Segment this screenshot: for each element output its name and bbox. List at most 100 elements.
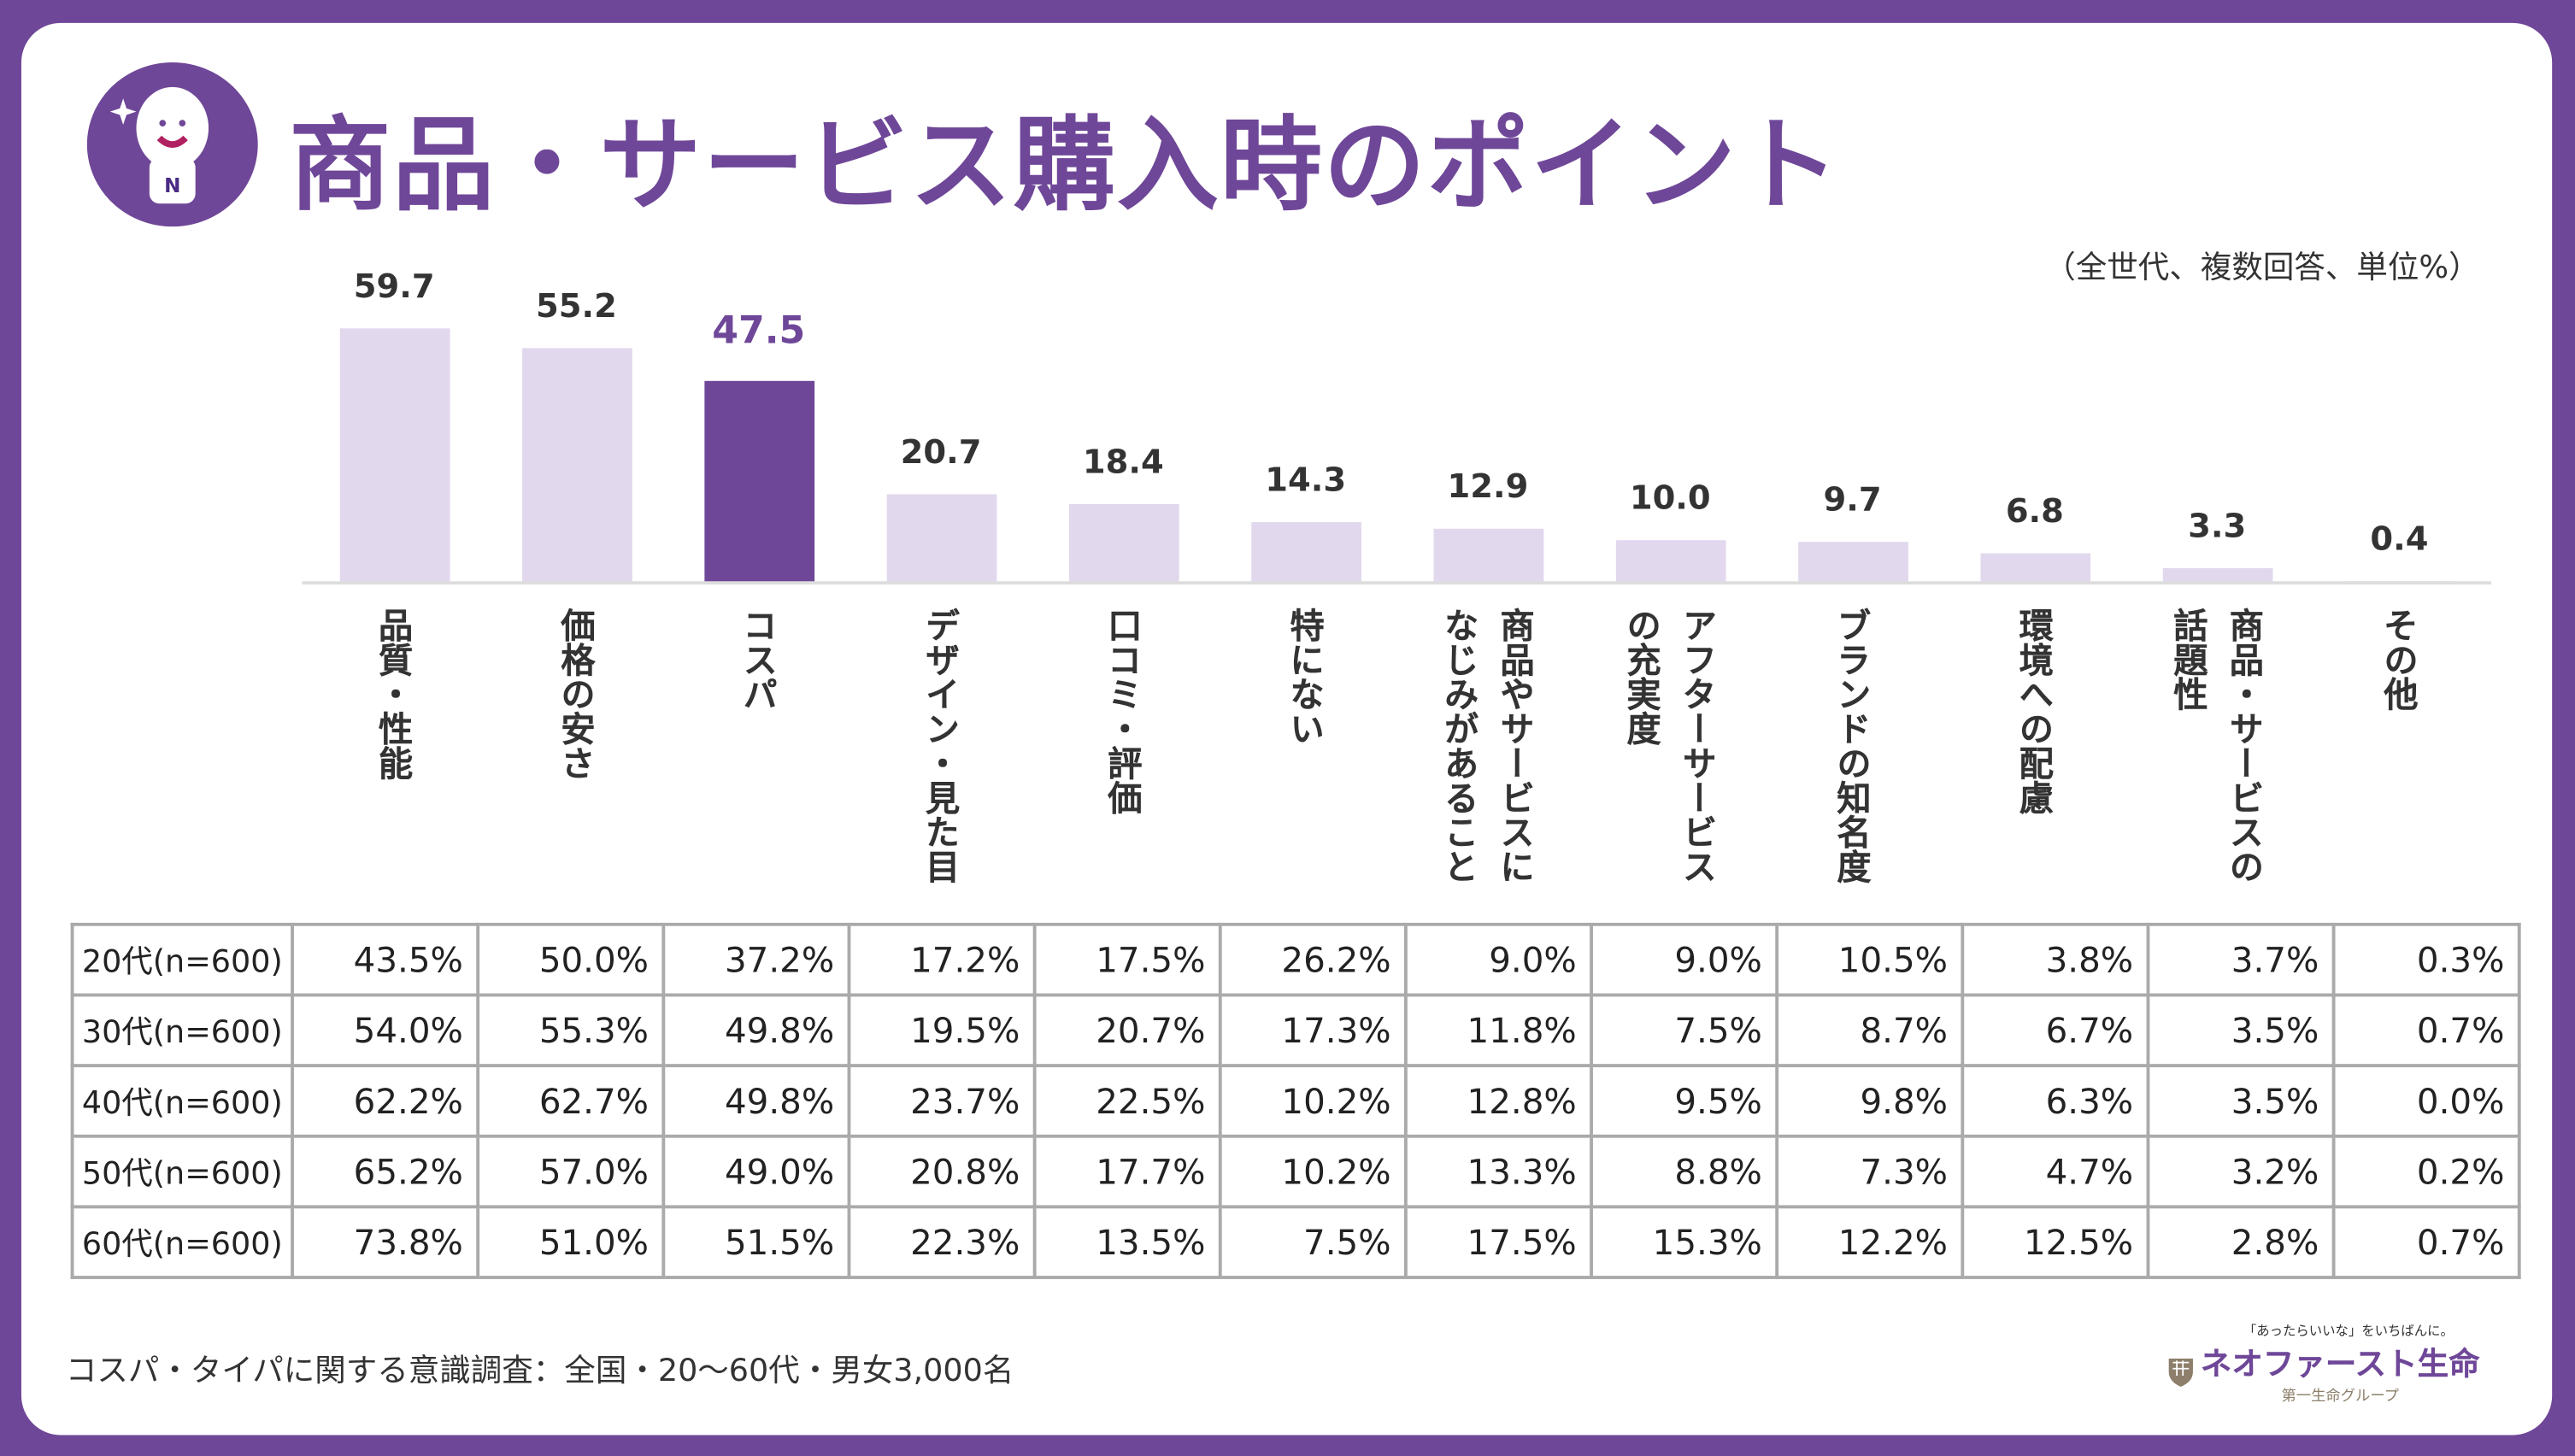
category-label: その他 <box>2308 608 2490 903</box>
category-text: 商品・サービスの 話題性 <box>2169 607 2265 884</box>
table-cell: 7.5% <box>1218 1205 1408 1279</box>
table-row: 40代(n=600) 62.2% 62.7% 49.8% 23.7% 22.5% 10.2%… <box>70 1064 2521 1138</box>
bar <box>1250 521 1361 584</box>
table-cell: 6.3% <box>1961 1064 2150 1138</box>
table-row: 60代(n=600) 73.8% 51.0% 51.5% 22.3% 13.5% 7.5% 1… <box>70 1205 2521 1279</box>
table-cell: 7.3% <box>1775 1134 1965 1209</box>
table-cell: 19.5% <box>847 993 1037 1068</box>
table-cell: 17.2% <box>847 922 1037 997</box>
category-text: デザイン・見た目 <box>921 607 961 884</box>
bar <box>1979 554 2090 584</box>
category-text: ブランドの知名度 <box>1832 607 1872 884</box>
table-cell: 0.3% <box>2331 922 2521 997</box>
table-cell: 0.0% <box>2331 1064 2521 1138</box>
table-cell: 15.3% <box>1590 1205 1779 1279</box>
value-label: 14.3 <box>1265 459 1347 499</box>
category-text: アフターサービス の充実度 <box>1622 607 1718 884</box>
bar <box>1432 527 1543 584</box>
category-label: 特にない <box>1214 608 1396 903</box>
category-text: 品質・性能 <box>374 607 414 780</box>
brand-group: 第一生命グループ <box>2281 1388 2399 1406</box>
category-text: コスパ <box>738 607 779 712</box>
table-cell: 0.7% <box>2331 993 2521 1068</box>
table-cell: 9.5% <box>1590 1064 1779 1138</box>
table-cell: 9.0% <box>1403 922 1593 997</box>
page-title: 商品・サービス購入時のポイント <box>289 104 1842 226</box>
table-cell: 43.5% <box>291 922 480 997</box>
value-label: 10.0 <box>1629 478 1711 518</box>
table-cell: 17.5% <box>1403 1205 1593 1279</box>
table-cell: 51.0% <box>476 1205 666 1279</box>
bar <box>2161 568 2272 584</box>
category-text: 口コミ・評価 <box>1103 607 1143 815</box>
category-label: コスパ <box>667 608 850 903</box>
category-text: 環境への配慮 <box>2014 607 2055 815</box>
row-header: 40代(n=600) <box>70 1064 294 1138</box>
value-label: 6.8 <box>2005 491 2064 531</box>
table-cell: 20.8% <box>847 1134 1037 1209</box>
bar <box>1797 541 1908 584</box>
table-cell: 3.5% <box>2146 1064 2336 1138</box>
shield-icon <box>2168 1358 2193 1387</box>
table-cell: 57.0% <box>476 1134 666 1209</box>
table-cell: 9.8% <box>1775 1064 1965 1138</box>
table-cell: 26.2% <box>1218 922 1408 997</box>
bar <box>885 494 996 584</box>
row-header: 30代(n=600) <box>70 993 294 1068</box>
brand-name: ネオファースト生命 <box>2200 1346 2480 1383</box>
value-label: 47.5 <box>712 309 806 353</box>
row-header: 60代(n=600) <box>70 1205 294 1279</box>
table-cell: 3.5% <box>2146 993 2336 1068</box>
category-label: 価格の安さ <box>485 608 667 903</box>
unit-note: （全世代、複数回答、単位%） <box>2044 250 2480 286</box>
table-row: 50代(n=600) 65.2% 57.0% 49.0% 20.8% 17.7% 10.2%… <box>70 1134 2521 1209</box>
source-note: コスパ・タイパに関する意識調査：全国・20～60代・男女3,000名 <box>65 1353 1014 1389</box>
table-cell: 3.8% <box>1961 922 2150 997</box>
table-cell: 8.8% <box>1590 1134 1779 1209</box>
table-cell: 10.2% <box>1218 1134 1408 1209</box>
category-label: アフターサービス の充実度 <box>1579 608 1761 903</box>
table-cell: 4.7% <box>1961 1134 2150 1209</box>
table-cell: 55.3% <box>476 993 666 1068</box>
brand-tagline: 「あったらいいな」をいちばんに。 <box>2243 1323 2454 1339</box>
value-label: 59.7 <box>353 266 435 306</box>
mascot-icon: N <box>86 62 258 227</box>
category-label: 口コミ・評価 <box>1032 608 1214 903</box>
table-cell: 11.8% <box>1403 993 1593 1068</box>
table-cell: 51.5% <box>661 1205 851 1279</box>
table-cell: 49.0% <box>661 1134 851 1209</box>
table-cell: 49.8% <box>661 1064 851 1138</box>
table-cell: 54.0% <box>291 993 480 1068</box>
bar <box>338 328 450 584</box>
svg-text:N: N <box>164 175 180 197</box>
table-cell: 10.5% <box>1775 922 1965 997</box>
category-label: デザイン・見た目 <box>850 608 1032 903</box>
table-cell: 65.2% <box>291 1134 480 1209</box>
table-row: 30代(n=600) 54.0% 55.3% 49.8% 19.5% 20.7% 17.3%… <box>70 993 2521 1068</box>
table-cell: 17.5% <box>1032 922 1222 997</box>
table-cell: 8.7% <box>1775 993 1965 1068</box>
table-cell: 37.2% <box>661 922 851 997</box>
category-text: 価格の安さ <box>556 607 597 780</box>
table-cell: 12.5% <box>1961 1205 2150 1279</box>
category-text: 商品やサービスに なじみがあること <box>1440 607 1536 884</box>
table-cell: 6.7% <box>1961 993 2150 1068</box>
table-cell: 62.7% <box>476 1064 666 1138</box>
bar <box>1614 540 1725 584</box>
bar <box>703 380 814 584</box>
table-cell: 9.0% <box>1590 922 1779 997</box>
table-cell: 10.2% <box>1218 1064 1408 1138</box>
table-cell: 22.5% <box>1032 1064 1222 1138</box>
category-label: 商品やサービスに なじみがあること <box>1396 608 1579 903</box>
age-breakdown-table: 20代(n=600) 43.5% 50.0% 37.2% 17.2% 17.5% 26.2%… <box>70 922 2521 1279</box>
table-cell: 0.7% <box>2331 1205 2521 1279</box>
table-cell: 73.8% <box>291 1205 480 1279</box>
table-cell: 12.8% <box>1403 1064 1593 1138</box>
table-row: 20代(n=600) 43.5% 50.0% 37.2% 17.2% 17.5% 26.2%… <box>70 922 2521 997</box>
category-text: その他 <box>2379 607 2419 712</box>
table-cell: 20.7% <box>1032 993 1222 1068</box>
table-cell: 17.3% <box>1218 993 1408 1068</box>
category-label: 品質・性能 <box>303 608 485 903</box>
value-label: 20.7 <box>900 432 982 472</box>
